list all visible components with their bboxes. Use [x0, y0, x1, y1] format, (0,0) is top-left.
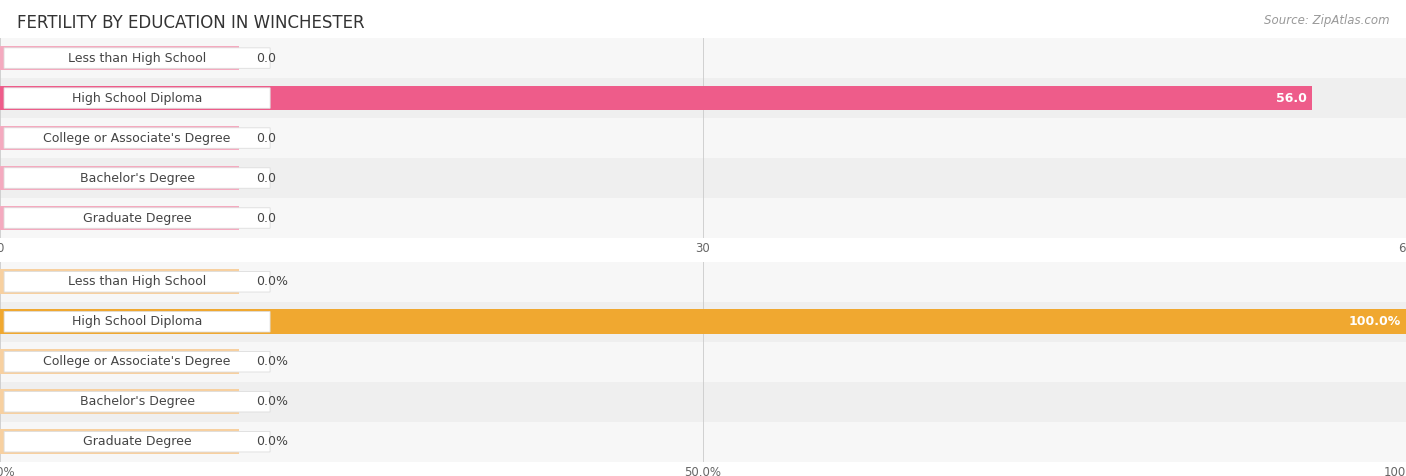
Bar [0, 38, 1406, 78]
Text: Graduate Degree: Graduate Degree [83, 211, 191, 225]
FancyBboxPatch shape [4, 311, 270, 332]
Bar [0, 262, 1406, 302]
FancyBboxPatch shape [4, 88, 270, 109]
FancyBboxPatch shape [4, 128, 270, 149]
FancyBboxPatch shape [4, 168, 270, 188]
FancyBboxPatch shape [4, 208, 270, 228]
Bar [0, 269, 239, 294]
Text: FERTILITY BY EDUCATION IN WINCHESTER: FERTILITY BY EDUCATION IN WINCHESTER [17, 14, 364, 32]
Bar [0, 78, 1406, 118]
Bar [0, 46, 239, 70]
Bar [0, 349, 239, 374]
Text: Source: ZipAtlas.com: Source: ZipAtlas.com [1264, 14, 1389, 27]
Text: 0.0%: 0.0% [256, 275, 288, 288]
Text: High School Diploma: High School Diploma [72, 315, 202, 328]
Text: 0.0%: 0.0% [256, 395, 288, 408]
Bar [0, 342, 1406, 382]
Text: 0.0: 0.0 [256, 171, 276, 185]
Text: 0.0%: 0.0% [256, 435, 288, 448]
Text: College or Associate's Degree: College or Associate's Degree [44, 131, 231, 145]
Text: 100.0%: 100.0% [1348, 315, 1400, 328]
Bar [0, 86, 1312, 110]
Text: 0.0: 0.0 [256, 131, 276, 145]
Bar [0, 206, 239, 230]
Bar [0, 382, 1406, 422]
Bar [0, 422, 1406, 462]
Text: 0.0: 0.0 [256, 51, 276, 65]
FancyBboxPatch shape [4, 391, 270, 412]
Text: Graduate Degree: Graduate Degree [83, 435, 191, 448]
Text: Less than High School: Less than High School [67, 51, 207, 65]
Bar [0, 126, 239, 150]
Bar [0, 309, 1406, 334]
Text: 0.0: 0.0 [256, 211, 276, 225]
FancyBboxPatch shape [4, 431, 270, 452]
FancyBboxPatch shape [4, 48, 270, 69]
Text: Less than High School: Less than High School [67, 275, 207, 288]
Bar [0, 302, 1406, 342]
Bar [0, 166, 239, 190]
Bar [0, 118, 1406, 158]
Text: College or Associate's Degree: College or Associate's Degree [44, 355, 231, 368]
Bar [0, 158, 1406, 198]
Text: 0.0%: 0.0% [256, 355, 288, 368]
Text: Bachelor's Degree: Bachelor's Degree [80, 171, 194, 185]
FancyBboxPatch shape [4, 271, 270, 292]
Text: Bachelor's Degree: Bachelor's Degree [80, 395, 194, 408]
FancyBboxPatch shape [4, 351, 270, 372]
Bar [0, 429, 239, 454]
Text: 56.0: 56.0 [1275, 91, 1306, 105]
Text: High School Diploma: High School Diploma [72, 91, 202, 105]
Bar [0, 198, 1406, 238]
Bar [0, 389, 239, 414]
